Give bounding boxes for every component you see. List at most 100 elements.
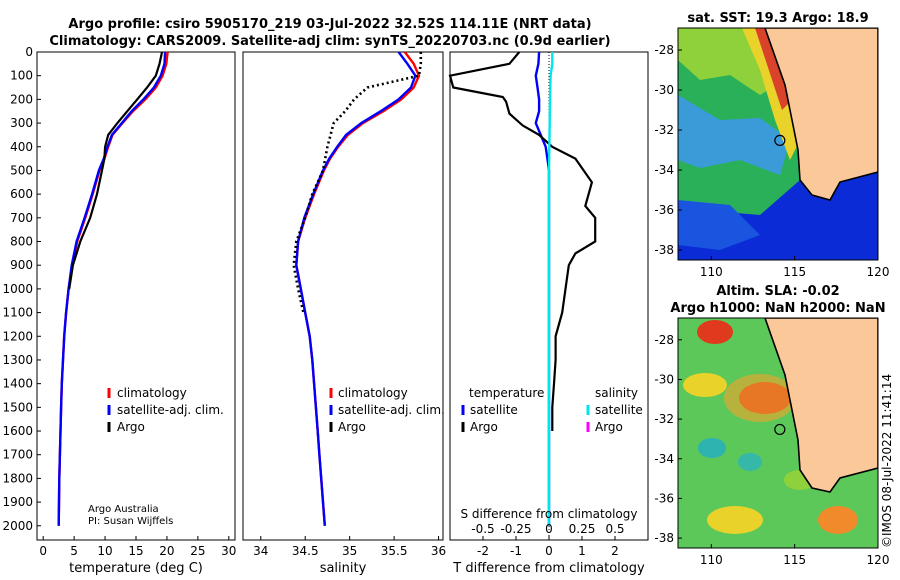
y-tick-label: 800: [10, 235, 33, 249]
x-tick-label: 30: [221, 544, 236, 558]
sla-map-yticks: -28 -30 -32 -34 -36 -38: [654, 333, 682, 545]
sst-map-frame: [677, 27, 879, 261]
y-tick-label: 1000: [2, 282, 33, 296]
y-tick-label: 2000: [2, 519, 33, 533]
map-y-tick-label: -32: [654, 123, 674, 137]
map-y-tick-label: -30: [654, 372, 674, 386]
map-y-tick-label: -30: [654, 83, 674, 97]
legend-label-sal-satellite: satellite: [595, 403, 643, 417]
legend-header-salinity: salinity: [595, 386, 638, 400]
series-line-argo: [68, 51, 164, 290]
salinity-xlabel: salinity: [320, 561, 367, 576]
legend-label-sal-argo: Argo: [595, 420, 623, 434]
x-tick-label: -2: [477, 544, 489, 558]
y-tick-label: 100: [10, 69, 33, 83]
legend-label-temp-argo: Argo: [470, 420, 498, 434]
legend-label-temp-satellite: satellite: [470, 403, 518, 417]
difference-xticks: -2 -1 0 1 2: [477, 536, 619, 558]
x-tick-label: 15: [128, 544, 143, 558]
y-tick-label: 1700: [2, 448, 33, 462]
salinity-axes-frame: [242, 51, 444, 541]
difference-x2ticks: -0.5 -0.25 0 0.25 0.5: [471, 522, 624, 536]
x-tick-label: 35.5: [381, 544, 408, 558]
x-tick-label: 20: [159, 544, 174, 558]
x-tick-label: 36: [431, 544, 446, 558]
difference-x2label: S difference from climatology: [461, 507, 638, 521]
map-y-tick-label: -36: [654, 203, 674, 217]
x-tick-label: 1: [578, 544, 586, 558]
map-y-tick-label: -38: [654, 243, 674, 257]
map-y-tick-label: -34: [654, 452, 674, 466]
temperature-series-group: [57, 51, 169, 526]
temperature-panel: 0 5 10 15 20 25 30 0 100 200 300 400 500 600 700 800 90…: [2, 45, 236, 576]
salinity-series-group: [292, 51, 423, 526]
sla-low-1: [698, 438, 726, 458]
legend-header-temperature: temperature: [469, 386, 544, 400]
sst-ocean-cool-patch: [678, 95, 790, 175]
difference-series-group: [448, 51, 597, 526]
sla-map-title-line1: Altim. SLA: -0.02: [716, 284, 839, 299]
y-tick-label: 0: [25, 45, 33, 59]
credit-line1: Argo Australia: [88, 504, 159, 515]
sst-ocean-south: [678, 200, 760, 250]
sst-land: [764, 28, 878, 201]
sst-coastal-hot: [755, 28, 792, 110]
legend-label-satellite: satellite-adj. clim.: [117, 403, 224, 417]
y-tick-label: 1800: [2, 471, 33, 485]
x-tick-label: 2: [611, 544, 619, 558]
x-tick-label: 5: [70, 544, 78, 558]
map-y-tick-label: -32: [654, 412, 674, 426]
map-x-tick-label: 115: [783, 265, 806, 279]
temperature-xlabel: temperature (deg C): [69, 561, 203, 576]
series-line-satellite-adj-clim-: [295, 51, 417, 526]
argo-position-marker: [774, 423, 786, 436]
y-tick-label: 300: [10, 116, 33, 130]
y-tick-label: 700: [10, 211, 33, 225]
figure-title-line1: Argo profile: csiro 5905170_219 03-Jul-2…: [68, 17, 591, 32]
sla-high-1: [697, 320, 733, 344]
legend-label-climatology: climatology: [117, 386, 187, 400]
temperature-yticks: 0 100 200 300 400 500 600 700 800 900 1000 1100 1200…: [2, 45, 41, 533]
sst-map-image: [678, 28, 878, 260]
map-x-tick-label: 115: [783, 553, 806, 567]
y-tick-label: 400: [10, 140, 33, 154]
x2-tick-label: -0.5: [471, 522, 494, 536]
y-tick-label: 1900: [2, 495, 33, 509]
difference-legend: temperature salinity satellite Argo sate…: [461, 386, 643, 434]
sla-map-frame: [677, 317, 879, 549]
map-x-tick-label: 110: [700, 265, 723, 279]
series-line-argo: [292, 52, 423, 313]
sst-map-title: sat. SST: 19.3 Argo: 18.9: [687, 11, 868, 26]
y-tick-label: 500: [10, 163, 33, 177]
series-line-salinity-satellite: [547, 52, 554, 526]
sla-map-panel: Altim. SLA: -0.02 Argo h1000: NaN h2000:…: [654, 284, 889, 567]
sst-coastal-warm: [742, 28, 800, 160]
salinity-xticks: 34 34.5 35 35.5 36: [253, 536, 446, 558]
sla-low-2: [738, 453, 762, 471]
x2-tick-label: 0.5: [605, 522, 624, 536]
temperature-xticks: 0 5 10 15 20 25 30: [39, 536, 236, 558]
copyright-watermark: ©IMOS 08-Jul-2022 11:41:14: [880, 374, 894, 548]
y-tick-label: 200: [10, 92, 33, 106]
y-tick-label: 900: [10, 258, 33, 272]
x-tick-label: -1: [510, 544, 522, 558]
x-tick-label: 34: [253, 544, 268, 558]
sst-map-panel: sat. SST: 19.3 Argo: 18.9 110 115 120 -28-…: [654, 11, 889, 279]
sla-land: [764, 318, 878, 493]
difference-xlabel: T difference from climatology: [452, 561, 645, 576]
x2-tick-label: 0: [545, 522, 553, 536]
legend-label-argo: Argo: [338, 420, 366, 434]
x2-tick-label: -0.25: [500, 522, 531, 536]
x-tick-label: 10: [97, 544, 112, 558]
temperature-legend: climatology satellite-adj. clim. Argo: [107, 386, 224, 434]
y-tick-label: 1200: [2, 329, 33, 343]
salinity-panel: 34 34.5 35 35.5 36 salinity climatology sate…: [242, 51, 446, 576]
map-y-tick-label: -38: [654, 531, 674, 545]
legend-label-climatology: climatology: [338, 386, 408, 400]
y-tick-label: 1600: [2, 424, 33, 438]
salinity-legend: climatology satellite-adj. clim. Argo: [329, 386, 445, 434]
argo-position-marker: [774, 134, 786, 146]
sla-map-image: [678, 318, 878, 548]
difference-panel: -2 -1 0 1 2 -0.5 -0.25 0 0.25 0.5 T difference f…: [448, 51, 649, 576]
